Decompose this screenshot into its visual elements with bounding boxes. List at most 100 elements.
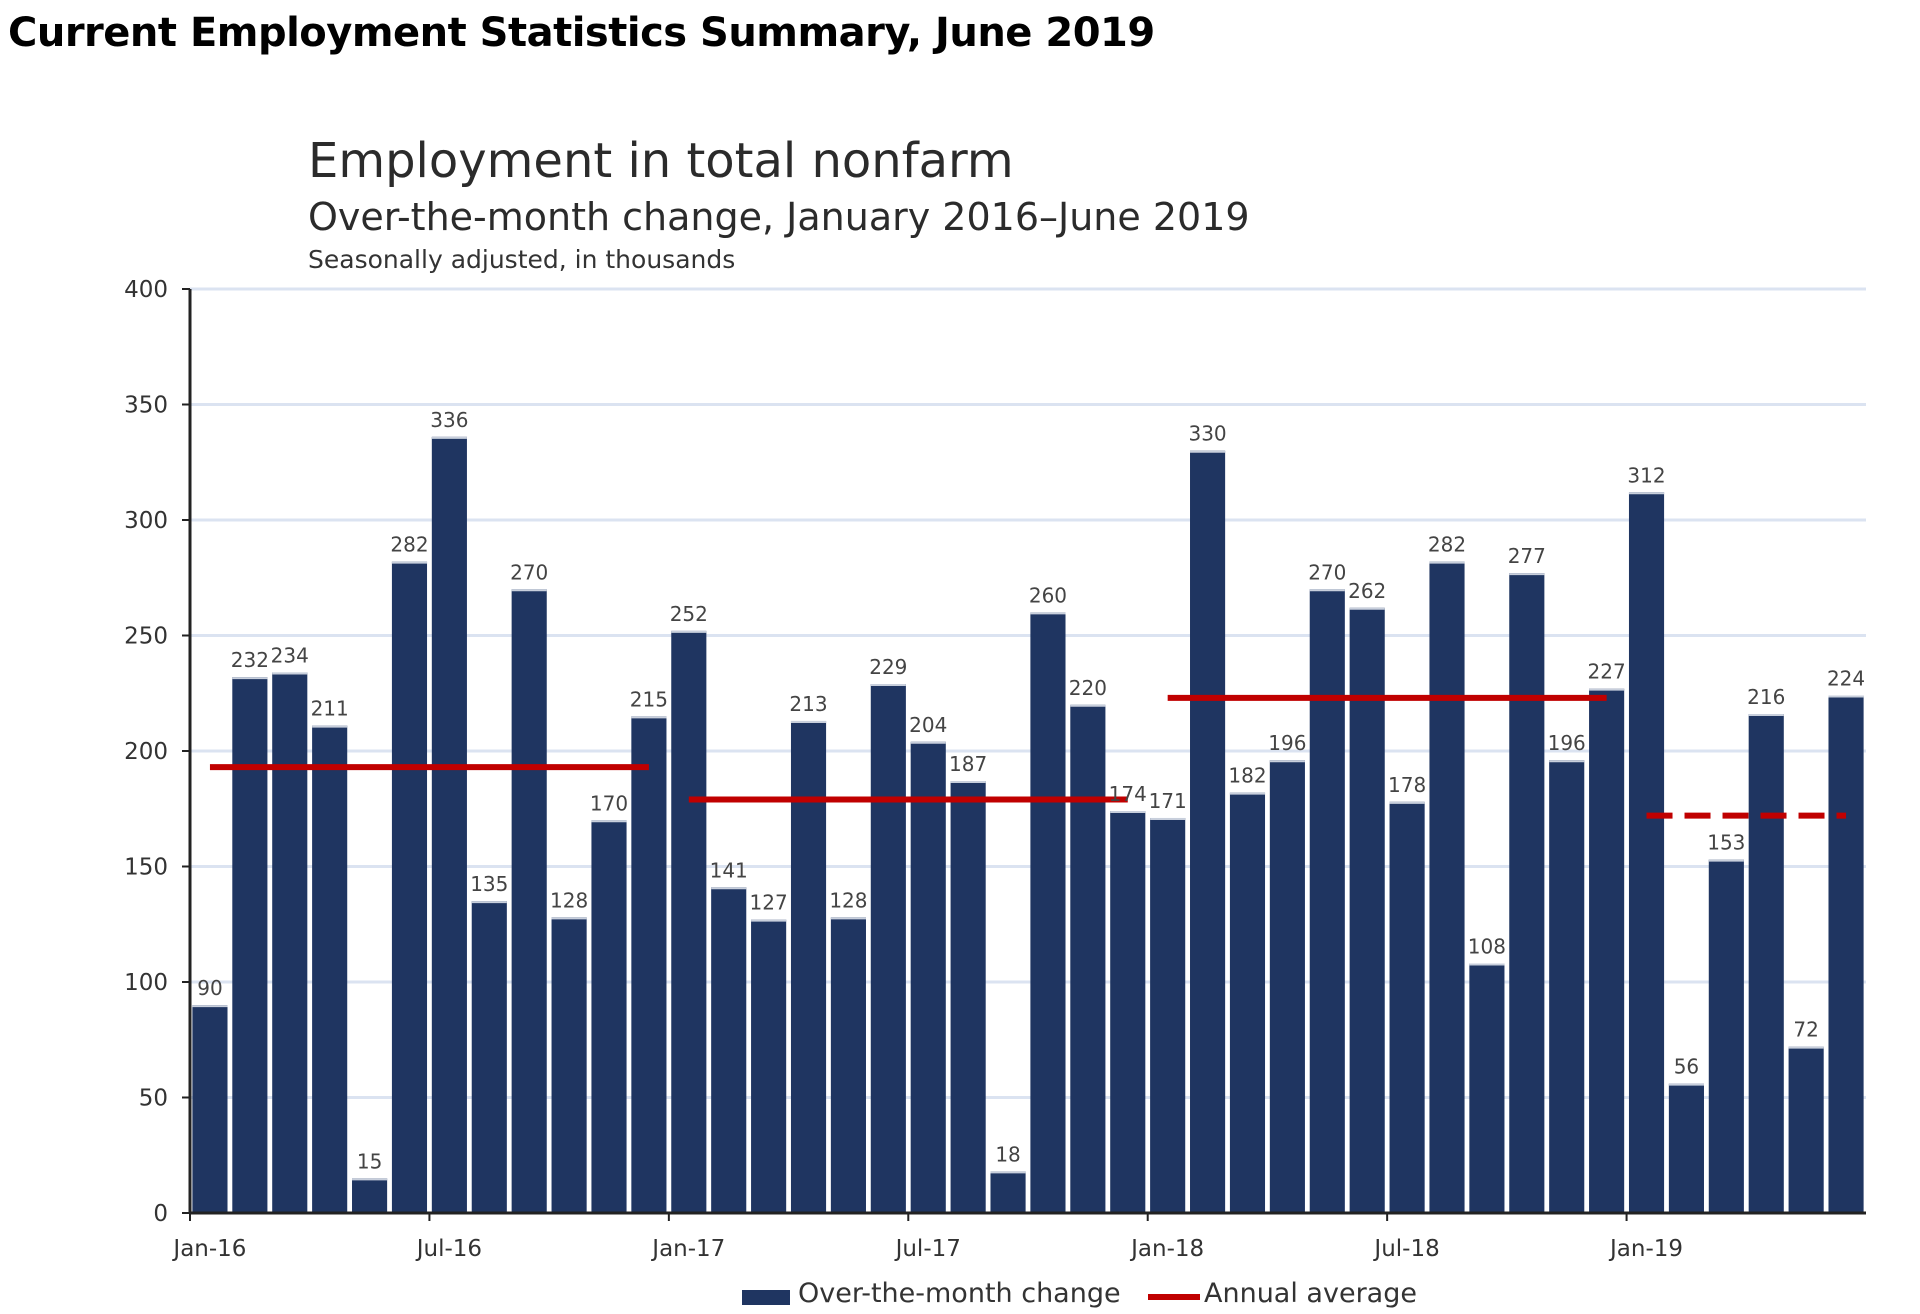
data-label: 174 <box>1109 782 1147 806</box>
x-tick-label: Jul-16 <box>415 1236 482 1262</box>
bar <box>1070 704 1106 1213</box>
bar <box>1708 859 1744 1213</box>
chart-subtitle: Over-the-month change, January 2016–June… <box>308 195 1250 239</box>
bar <box>1469 963 1505 1213</box>
axes: 0 50 100 150 200 250 300 350 400 Jan-16 Jul-16 Jan-… <box>124 277 1866 1262</box>
bar <box>990 1171 1026 1213</box>
bar <box>1748 714 1784 1213</box>
x-tick-label: Jan-17 <box>650 1236 725 1262</box>
data-label: 213 <box>789 692 827 716</box>
data-label: 204 <box>909 713 947 737</box>
bar <box>1828 695 1864 1213</box>
annual-average-lines <box>209 694 1847 819</box>
data-label: 128 <box>550 888 588 912</box>
data-labels: 90 232 234 211 15 282 336 135 270 128 170 215 252 141… <box>197 408 1865 1174</box>
y-tick-label: 150 <box>124 855 168 881</box>
x-tick-label: Jan-18 <box>1129 1236 1204 1262</box>
data-label: 72 <box>1793 1018 1818 1042</box>
bar <box>790 720 827 1213</box>
y-tick-label: 100 <box>124 970 168 996</box>
bar <box>591 820 627 1213</box>
bar <box>1110 811 1146 1213</box>
data-label: 336 <box>430 408 468 432</box>
data-label: 312 <box>1627 463 1665 487</box>
bar <box>671 630 707 1213</box>
bar <box>192 1005 228 1213</box>
bar <box>950 781 986 1213</box>
legend-label-change: Over-the-month change <box>798 1278 1121 1309</box>
bar <box>551 917 587 1213</box>
y-tick-label: 250 <box>124 624 168 650</box>
x-tick-label: Jul-18 <box>1372 1236 1439 1262</box>
bar <box>830 917 866 1213</box>
data-label: 128 <box>829 888 867 912</box>
data-label: 220 <box>1069 676 1107 700</box>
data-label: 252 <box>670 602 708 626</box>
chart-title: Employment in total nonfarm <box>308 133 1014 189</box>
data-label: 135 <box>470 872 508 896</box>
bar <box>1788 1046 1824 1213</box>
bar <box>1190 450 1226 1213</box>
y-tick-label: 200 <box>124 739 168 765</box>
data-label: 229 <box>869 655 907 679</box>
data-label: 211 <box>311 697 349 721</box>
bar <box>1668 1083 1704 1213</box>
data-label: 216 <box>1747 685 1785 709</box>
data-label: 196 <box>1268 731 1306 755</box>
data-label: 18 <box>995 1142 1020 1166</box>
bar <box>272 672 308 1213</box>
data-label: 108 <box>1468 935 1506 959</box>
data-label: 270 <box>1308 560 1346 584</box>
bar <box>1509 573 1545 1213</box>
gridlines <box>190 287 1866 1099</box>
data-label: 90 <box>197 976 222 1000</box>
chart-note: Seasonally adjusted, in thousands <box>308 245 735 274</box>
bar <box>1429 561 1465 1213</box>
bar <box>232 677 268 1213</box>
data-label: 282 <box>1428 533 1466 557</box>
data-label: 282 <box>390 533 428 557</box>
data-label: 262 <box>1348 579 1386 603</box>
x-tick-label: Jul-17 <box>894 1236 961 1262</box>
data-label: 270 <box>510 560 548 584</box>
bar <box>1349 607 1385 1213</box>
data-label: 178 <box>1388 773 1426 797</box>
bar <box>751 919 787 1213</box>
data-label: 127 <box>750 891 788 915</box>
x-tick-label: Jan-16 <box>171 1236 246 1262</box>
data-label: 182 <box>1228 764 1266 788</box>
bar <box>910 741 946 1213</box>
bar <box>1269 760 1305 1213</box>
y-tick-label: 50 <box>139 1086 168 1112</box>
bar <box>391 561 428 1213</box>
data-label: 260 <box>1029 583 1067 607</box>
legend-label-average: Annual average <box>1204 1278 1417 1309</box>
bar <box>352 1178 388 1213</box>
data-label: 153 <box>1707 831 1745 855</box>
y-tick-label: 0 <box>153 1201 168 1227</box>
bar <box>1309 589 1345 1213</box>
y-tick-label: 350 <box>124 393 168 419</box>
bar <box>711 887 747 1213</box>
data-label: 187 <box>949 752 987 776</box>
bar <box>471 901 507 1213</box>
data-label: 170 <box>590 791 628 815</box>
data-label: 56 <box>1674 1055 1699 1079</box>
legend: Over-the-month change Annual average <box>742 1278 1417 1309</box>
bar <box>1628 492 1665 1213</box>
legend-swatch-bar <box>742 1290 790 1305</box>
data-label: 227 <box>1588 660 1626 684</box>
bar <box>312 725 348 1213</box>
bar <box>631 716 667 1213</box>
data-label: 330 <box>1188 422 1226 446</box>
data-label: 277 <box>1508 544 1546 568</box>
y-tick-label: 300 <box>124 508 168 534</box>
bar <box>1030 612 1066 1213</box>
data-label: 196 <box>1548 731 1586 755</box>
data-label: 171 <box>1149 789 1187 813</box>
bar <box>1389 801 1425 1213</box>
y-tick-label: 400 <box>124 277 168 303</box>
bar <box>1549 760 1585 1213</box>
page-title: Current Employment Statistics Summary, J… <box>8 10 1155 56</box>
